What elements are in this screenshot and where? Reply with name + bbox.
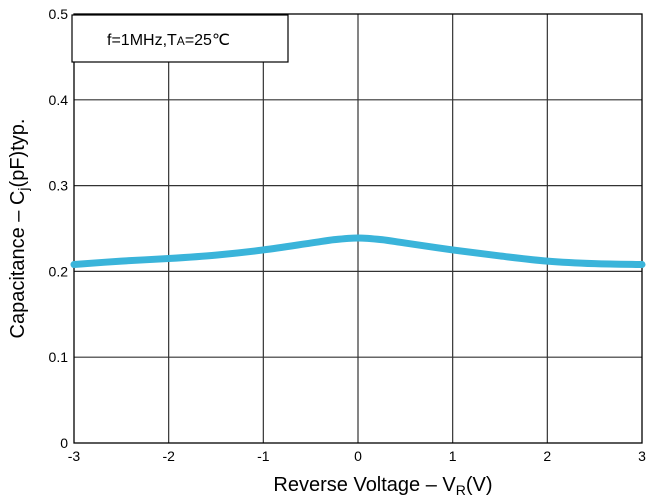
y-tick-label: 0.1	[49, 349, 69, 365]
y-axis-label-main: Capacitance – C	[7, 191, 29, 339]
x-axis-label-main: Reverse Voltage – V	[273, 474, 456, 496]
y-tick-label: 0.5	[49, 6, 69, 22]
y-tick-label: 0.3	[49, 178, 69, 194]
y-tick-label: 0.2	[49, 263, 69, 279]
grid	[74, 14, 642, 443]
x-axis-label-sub: R	[456, 482, 466, 498]
series-layer	[70, 234, 646, 269]
x-tick-label: -2	[162, 448, 175, 464]
y-axis-label-sub: j	[15, 187, 31, 191]
x-tick-label: -3	[68, 448, 81, 464]
y-tick-labels: 0 0.1 0.2 0.3 0.4 0.5	[49, 6, 69, 451]
annotation-text: f=1MHz,TA=25℃	[107, 32, 230, 49]
annotation-box: f=1MHz,TA=25℃	[71, 14, 289, 63]
y-tick-label: 0	[60, 435, 68, 451]
x-tick-label: 2	[543, 448, 551, 464]
x-tick-label: -1	[257, 448, 270, 464]
x-tick-label: 0	[354, 448, 362, 464]
x-axis-label: Reverse Voltage – VR(V)	[273, 474, 492, 498]
y-tick-label: 0.4	[49, 92, 69, 108]
x-tick-label: 3	[638, 448, 646, 464]
y-axis-label-unit: (pF)typ.	[7, 119, 29, 188]
y-axis-label: Capacitance – Cj(pF)typ.	[7, 119, 31, 339]
x-tick-labels: -3 -2 -1 0 1 2 3	[68, 448, 646, 464]
annotation-suffix: =25℃	[185, 32, 230, 49]
plot-frame	[73, 13, 643, 444]
annotation-prefix: f=1MHz,T	[107, 32, 177, 49]
x-tick-label: 1	[449, 448, 457, 464]
x-axis-label-unit: (V)	[466, 474, 493, 496]
annotation-sub: A	[177, 34, 185, 48]
series-line	[70, 234, 646, 269]
